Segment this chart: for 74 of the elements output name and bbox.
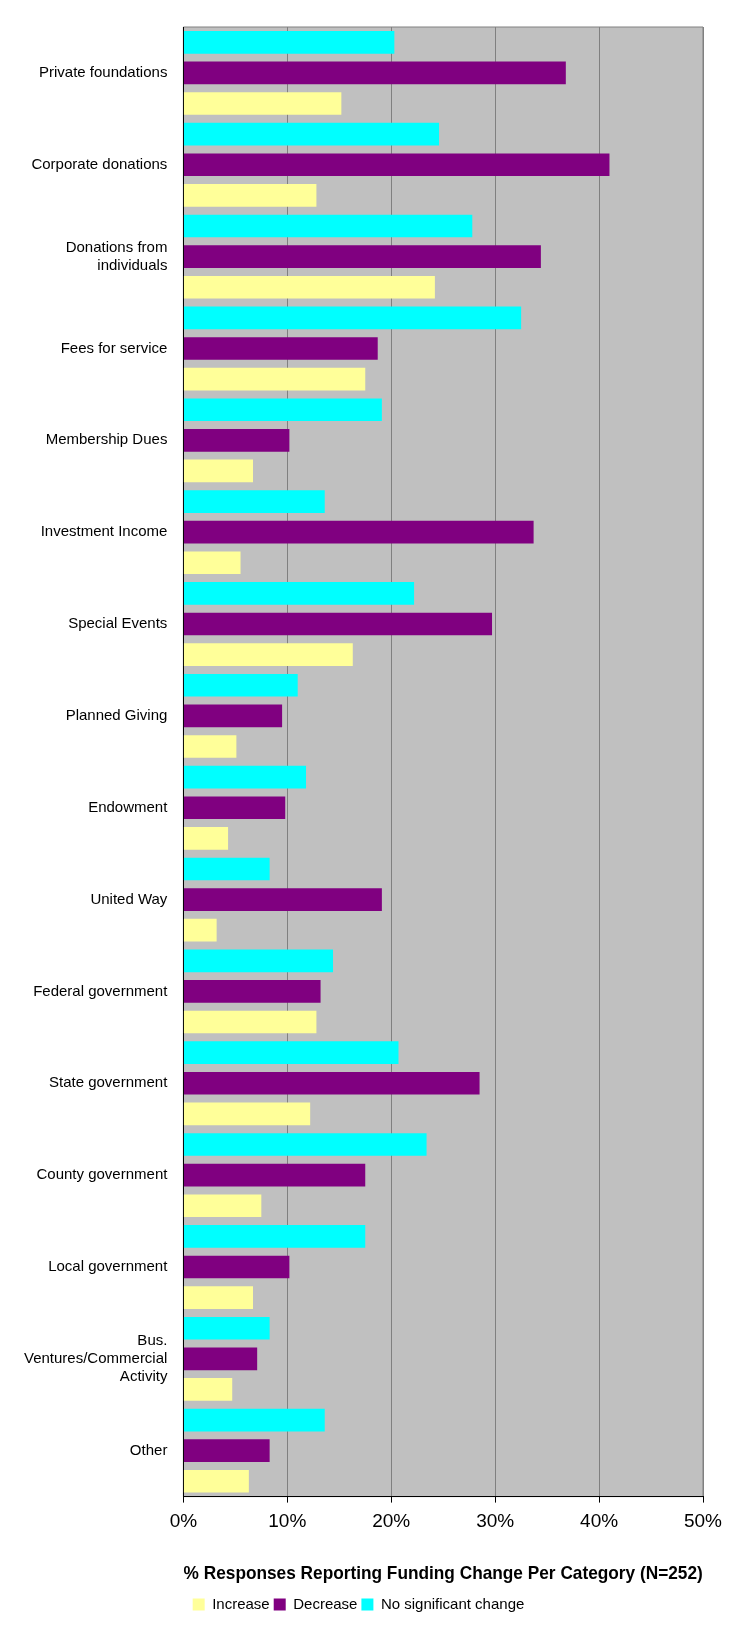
bar bbox=[183, 1071, 480, 1095]
y-tick-label: Local government bbox=[48, 1257, 169, 1275]
bar bbox=[183, 214, 473, 238]
y-tick-label: State government bbox=[48, 1073, 169, 1091]
bar bbox=[183, 122, 440, 146]
bar bbox=[183, 367, 366, 391]
bar bbox=[183, 1439, 270, 1462]
bar bbox=[183, 337, 378, 360]
x-axis-title: % Responses Reporting Funding Change Per Category (N=252) bbox=[183, 1562, 703, 1584]
bar bbox=[183, 1010, 317, 1034]
bar bbox=[183, 888, 382, 911]
y-tick-label: County government bbox=[36, 1165, 169, 1183]
bar bbox=[183, 1133, 427, 1156]
bar bbox=[183, 1286, 254, 1309]
bar bbox=[183, 918, 217, 942]
bar bbox=[183, 980, 321, 1003]
bar bbox=[183, 1255, 290, 1279]
bar bbox=[183, 306, 522, 330]
bar bbox=[183, 704, 283, 728]
y-tick-label: United Way bbox=[90, 889, 168, 907]
legend-label: No significant change bbox=[380, 1594, 525, 1612]
bar bbox=[183, 582, 415, 605]
x-tick-label: 20% bbox=[372, 1510, 411, 1532]
bar bbox=[183, 490, 325, 513]
y-tick-label: Investment Income bbox=[40, 522, 168, 540]
bar bbox=[183, 1194, 262, 1218]
bar bbox=[183, 1408, 325, 1432]
x-tick-label: 40% bbox=[580, 1510, 619, 1532]
y-tick-label: Endowment bbox=[88, 797, 169, 815]
x-tick-label: 10% bbox=[268, 1510, 307, 1532]
bar bbox=[183, 92, 342, 115]
bar bbox=[183, 153, 610, 177]
bar bbox=[183, 1316, 270, 1340]
y-tick-label: Membership Dues bbox=[45, 430, 168, 448]
bar bbox=[183, 827, 229, 850]
bar bbox=[183, 429, 290, 452]
y-tick-label: Planned Giving bbox=[65, 706, 168, 724]
y-tick-label: Private foundations bbox=[38, 63, 168, 81]
bar bbox=[183, 643, 353, 666]
bar bbox=[183, 673, 298, 697]
bar bbox=[183, 1163, 366, 1187]
x-tick-label: 50% bbox=[683, 1510, 723, 1532]
y-tick-label: Special Events bbox=[68, 614, 168, 632]
bar bbox=[183, 796, 286, 820]
bar bbox=[183, 30, 395, 54]
y-tick-label: Donations from individuals bbox=[65, 237, 168, 273]
bar bbox=[183, 612, 493, 636]
bar bbox=[183, 61, 566, 85]
legend-label: Increase bbox=[212, 1594, 270, 1612]
bar bbox=[183, 1041, 399, 1064]
bar bbox=[183, 857, 270, 881]
bar bbox=[183, 398, 382, 422]
y-tick-label: Other bbox=[129, 1440, 168, 1458]
legend-label: Decrease bbox=[293, 1594, 358, 1612]
bar bbox=[183, 245, 541, 268]
bar bbox=[183, 184, 317, 207]
y-tick-label: Federal government bbox=[33, 981, 169, 999]
y-tick-label: Fees for service bbox=[60, 338, 168, 356]
bar bbox=[183, 949, 334, 973]
bar bbox=[183, 459, 254, 483]
bar bbox=[183, 1102, 311, 1126]
bar bbox=[183, 1347, 258, 1371]
bar bbox=[183, 551, 241, 575]
y-tick-label: Bus. Ventures/Commercial Activity bbox=[24, 1330, 168, 1384]
bar bbox=[183, 520, 534, 544]
bar bbox=[183, 1225, 366, 1248]
bar bbox=[183, 275, 435, 299]
bar bbox=[183, 735, 237, 758]
bar bbox=[183, 1469, 249, 1493]
x-tick-label: 30% bbox=[476, 1510, 515, 1532]
x-tick-label: 0% bbox=[169, 1510, 198, 1532]
bar bbox=[183, 765, 307, 789]
bar bbox=[183, 1378, 233, 1401]
y-tick-label: Corporate donations bbox=[31, 154, 168, 172]
